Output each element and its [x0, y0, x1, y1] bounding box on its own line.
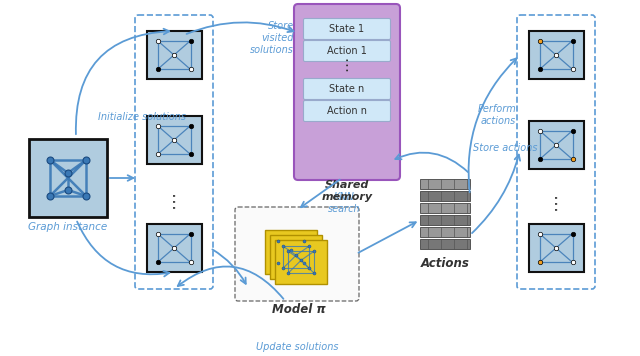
FancyBboxPatch shape	[303, 79, 390, 99]
Text: Store
visited
solutions: Store visited solutions	[250, 21, 294, 54]
FancyBboxPatch shape	[420, 227, 470, 237]
FancyBboxPatch shape	[147, 31, 202, 79]
Text: Action 1: Action 1	[327, 46, 367, 56]
Text: State 1: State 1	[330, 24, 365, 34]
Text: Actions: Actions	[420, 257, 469, 270]
Text: Action n: Action n	[327, 106, 367, 116]
Text: KNN
search: KNN search	[328, 192, 360, 214]
FancyBboxPatch shape	[529, 121, 584, 169]
FancyBboxPatch shape	[420, 203, 470, 213]
FancyBboxPatch shape	[147, 224, 202, 272]
FancyBboxPatch shape	[275, 240, 327, 284]
FancyBboxPatch shape	[420, 215, 470, 225]
FancyBboxPatch shape	[29, 139, 107, 217]
FancyBboxPatch shape	[294, 4, 400, 180]
FancyBboxPatch shape	[147, 116, 202, 164]
Text: ⋯: ⋯	[547, 193, 565, 210]
FancyBboxPatch shape	[235, 207, 359, 301]
FancyBboxPatch shape	[420, 179, 470, 189]
FancyBboxPatch shape	[529, 224, 584, 272]
FancyBboxPatch shape	[303, 100, 390, 121]
Text: Perform
actions: Perform actions	[477, 104, 516, 126]
Text: Store actions: Store actions	[473, 143, 538, 153]
Text: Update solutions: Update solutions	[256, 342, 339, 352]
Text: Shared
memory: Shared memory	[321, 180, 372, 201]
Text: ⋯: ⋯	[339, 56, 355, 70]
FancyBboxPatch shape	[420, 191, 470, 201]
Text: Model π: Model π	[272, 303, 326, 316]
FancyBboxPatch shape	[303, 19, 390, 40]
Text: Initialize solutions: Initialize solutions	[98, 112, 186, 122]
Text: ⋯: ⋯	[165, 190, 183, 208]
FancyBboxPatch shape	[270, 235, 322, 279]
FancyBboxPatch shape	[303, 41, 390, 62]
FancyBboxPatch shape	[420, 239, 470, 249]
Text: State n: State n	[330, 84, 365, 94]
FancyBboxPatch shape	[265, 230, 317, 274]
Text: Graph instance: Graph instance	[28, 222, 108, 232]
FancyBboxPatch shape	[529, 31, 584, 79]
